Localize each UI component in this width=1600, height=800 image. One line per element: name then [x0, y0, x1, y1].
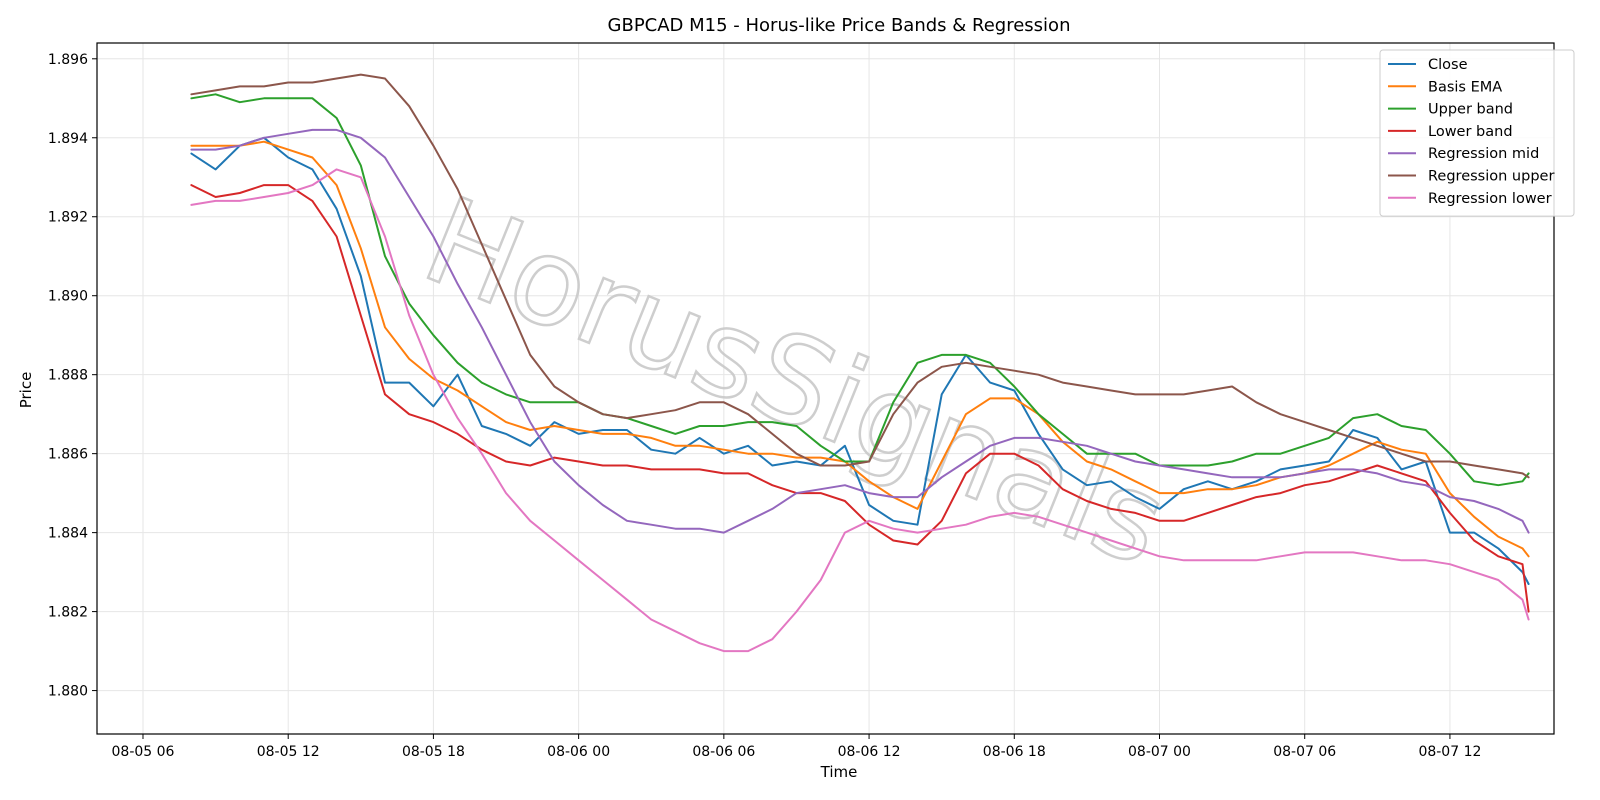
- legend-label: Basis EMA: [1428, 79, 1502, 95]
- y-tick-label: 1.894: [48, 131, 88, 147]
- chart-title: GBPCAD M15 - Horus-like Price Bands & Re…: [608, 15, 1071, 36]
- y-tick-label: 1.896: [48, 52, 88, 68]
- legend-label: Lower band: [1428, 124, 1513, 140]
- series-line-lower-band: [190, 184, 1530, 613]
- series-line-basis-ema: [190, 140, 1530, 558]
- y-tick-label: 1.882: [48, 605, 88, 621]
- legend-label: Regression upper: [1428, 169, 1554, 185]
- y-tick-label: 1.890: [48, 289, 88, 305]
- legend-label: Regression mid: [1428, 146, 1539, 162]
- y-axis-label: Price: [17, 372, 35, 409]
- x-tick-label: 08-07 06: [1273, 744, 1336, 760]
- series-line-regression-upper: [190, 73, 1530, 479]
- legend: Close Basis EMA Upper band Lower band Regres…: [1379, 49, 1575, 217]
- x-axis-ticks: 08-05 06 08-05 12 08-05 18 08-06 00 08-06 06…: [112, 734, 1481, 760]
- x-tick-label: 08-07 00: [1128, 744, 1191, 760]
- y-tick-label: 1.880: [48, 684, 88, 700]
- legend-label: Close: [1428, 57, 1468, 73]
- x-tick-label: 08-05 12: [257, 744, 320, 760]
- x-tick-label: 08-05 18: [402, 744, 465, 760]
- x-tick-label: 08-07 12: [1418, 744, 1481, 760]
- x-tick-label: 08-05 06: [112, 744, 175, 760]
- series-line-regression-mid: [190, 128, 1530, 534]
- plot-frame: [96, 42, 1555, 735]
- legend-label: Regression lower: [1428, 191, 1552, 207]
- y-tick-label: 1.888: [48, 368, 88, 384]
- y-tick-label: 1.884: [48, 526, 88, 542]
- x-tick-label: 08-06 06: [692, 744, 755, 760]
- y-axis-ticks: 1.880 1.882 1.884 1.886 1.888 1.890 1.892 1.894…: [48, 52, 97, 700]
- x-tick-label: 08-06 00: [547, 744, 610, 760]
- x-tick-label: 08-06 12: [838, 744, 901, 760]
- series-line-regression-lower: [190, 168, 1530, 653]
- grid: [97, 43, 1554, 734]
- legend-box: [1379, 49, 1575, 217]
- series-line-close: [190, 136, 1530, 585]
- legend-label: Upper band: [1428, 102, 1513, 118]
- y-tick-label: 1.892: [48, 210, 88, 226]
- y-tick-label: 1.886: [48, 447, 88, 463]
- series-lines: [190, 73, 1530, 653]
- x-tick-label: 08-06 18: [983, 744, 1046, 760]
- x-axis-label: Time: [820, 763, 858, 781]
